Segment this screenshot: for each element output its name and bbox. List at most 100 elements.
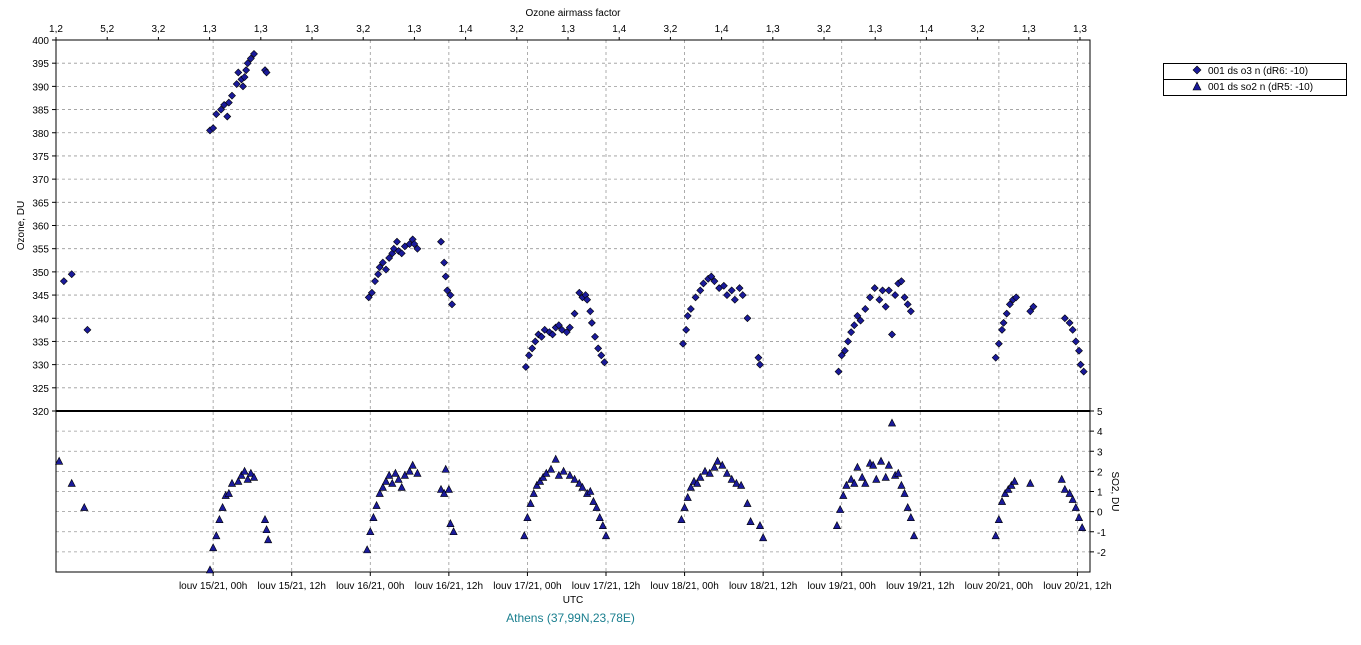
ozone-point (385, 254, 394, 262)
ozone-point (246, 54, 255, 63)
so2-point (1068, 494, 1077, 503)
ozone-point (850, 321, 859, 330)
so2-point (446, 519, 455, 528)
ozone-point (240, 73, 249, 82)
ozone-point (223, 112, 232, 121)
x-axis-title: UTC (563, 595, 584, 606)
ozone-point (699, 279, 708, 288)
ozone-point (597, 351, 606, 360)
ozone-point (570, 309, 579, 318)
ozone-point (228, 91, 236, 100)
ozone-point (691, 293, 700, 302)
so2-point (260, 515, 270, 523)
x-tick-label: louv 17/21, 12h (572, 581, 640, 592)
location-label: Athens (37,99N,23,78E) (506, 611, 635, 625)
y-tick-label-so2: 2 (1097, 467, 1103, 478)
top-tick-label: 3,2 (356, 24, 370, 35)
so2-point (363, 545, 372, 554)
ozone-point (378, 258, 387, 267)
so2-point (224, 488, 233, 497)
ozone-point (756, 360, 764, 369)
so2-point (546, 464, 556, 473)
ozone-point (232, 80, 241, 88)
ozone-point (600, 358, 609, 367)
x-tick-label: louv 18/21, 00h (650, 581, 718, 592)
so2-point (997, 496, 1007, 505)
x-tick-label: louv 17/21, 00h (493, 581, 561, 592)
so2-point (234, 476, 243, 485)
y-tick-label-ozone: 390 (32, 82, 49, 93)
so2-point (861, 478, 870, 487)
so2-point (1060, 484, 1069, 493)
ozone-point (884, 286, 893, 295)
top-tick-label: 3,2 (971, 24, 985, 35)
ozone-point (537, 332, 546, 341)
ozone-point (710, 277, 719, 286)
ozone-point (866, 293, 874, 302)
so2-point (1004, 484, 1013, 493)
so2-point (683, 492, 692, 501)
ozone-point (393, 237, 401, 246)
y-tick-label-so2: -2 (1097, 548, 1106, 559)
so2-point (900, 488, 909, 497)
so2-point (858, 472, 867, 481)
ozone-point (209, 124, 218, 133)
so2-point (842, 480, 851, 489)
so2-point (394, 474, 403, 483)
ozone-point (856, 316, 865, 325)
so2-point (55, 456, 64, 465)
y-tick-label-ozone: 350 (32, 268, 49, 279)
ozone-point (878, 286, 887, 295)
ozone-point (1002, 309, 1011, 318)
so2-point (909, 531, 919, 540)
y-tick-label-so2: 0 (1097, 508, 1103, 519)
top-tick-label: 1,4 (919, 24, 933, 35)
so2-point (449, 527, 458, 536)
ozone-point (528, 344, 537, 353)
so2-point (264, 535, 273, 544)
ozone-point (591, 332, 599, 341)
so2-point (839, 490, 848, 499)
so2-point (1065, 488, 1074, 497)
ozone-point (441, 272, 450, 281)
diamond-icon (1192, 65, 1208, 78)
ozone-point (242, 66, 251, 75)
so2-point (598, 521, 607, 530)
so2-point (209, 543, 218, 552)
so2-point (592, 502, 601, 511)
ozone-point (881, 302, 890, 311)
so2-point (869, 460, 878, 469)
ozone-point (897, 277, 906, 286)
so2-point (237, 470, 246, 479)
ozone-point (224, 98, 233, 107)
so2-point (737, 480, 746, 489)
so2-point (565, 470, 574, 479)
ozone-point (840, 346, 849, 355)
so2-point (575, 478, 584, 487)
so2-point (413, 468, 422, 477)
so2-point (436, 484, 446, 493)
y-tick-label-ozone: 370 (32, 175, 49, 186)
so2-point (713, 456, 722, 465)
ozone-point (991, 353, 1000, 362)
ozone-point (382, 265, 390, 274)
so2-point (262, 525, 271, 534)
so2-point (440, 488, 449, 497)
ozone-point (1029, 302, 1038, 311)
so2-point (710, 462, 719, 471)
ozone-point (870, 284, 879, 293)
ozone-point (250, 49, 258, 58)
so2-point (554, 470, 563, 479)
ozone-point (1071, 337, 1080, 346)
ozone-point (217, 105, 225, 114)
top-tick-label: 3,2 (817, 24, 831, 35)
ozone-point (583, 295, 592, 304)
so2-point (249, 472, 259, 481)
ozone-point (707, 272, 716, 281)
so2-point (755, 521, 765, 530)
so2-point (381, 476, 391, 485)
ozone-point (413, 244, 422, 253)
ozone-point (999, 318, 1008, 327)
ozone-point (696, 286, 705, 295)
so2-point (693, 478, 702, 487)
